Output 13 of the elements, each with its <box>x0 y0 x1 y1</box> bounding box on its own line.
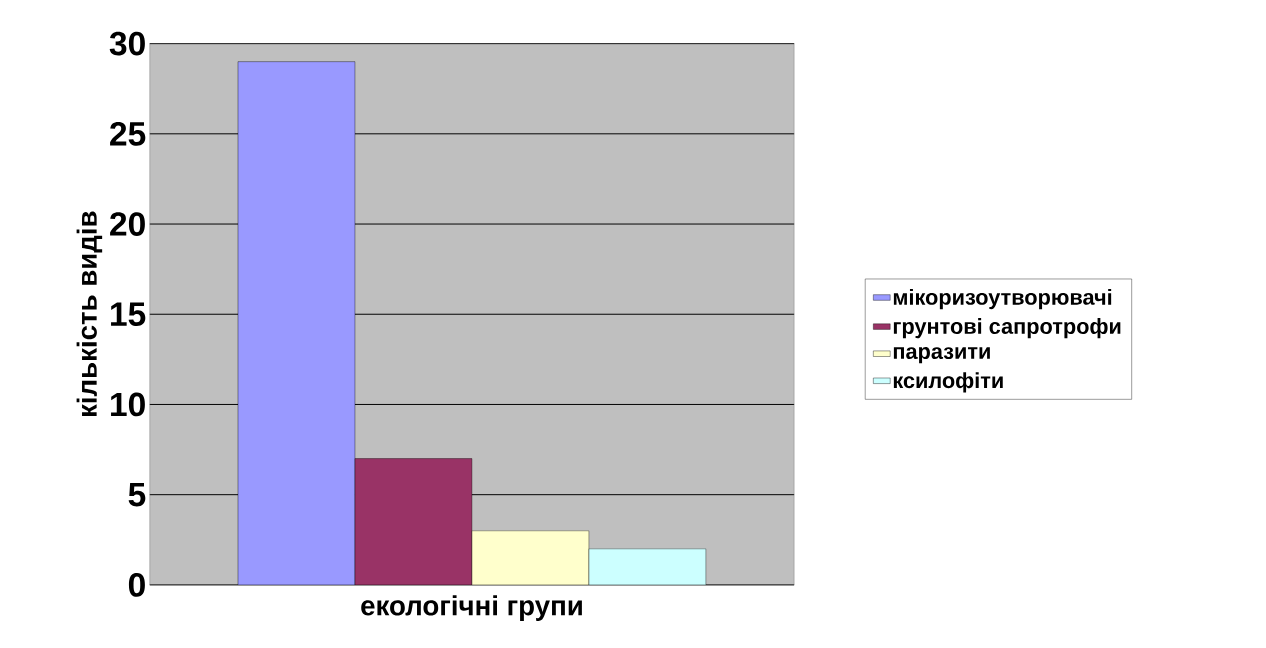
y-tick-label: 30 <box>109 31 145 56</box>
y-tick-label: 5 <box>128 482 146 507</box>
legend-label: грунтові сапротрофи <box>893 317 1121 339</box>
legend-label: паразити <box>893 346 990 364</box>
y-tick-label: 0 <box>128 572 145 597</box>
y-axis-title: кількість видів <box>76 211 103 416</box>
legend-label: мікоризоутворювачі <box>893 288 1112 309</box>
x-axis-title: екологічні групи <box>361 595 582 621</box>
y-tick-label: 20 <box>110 211 145 236</box>
y-tick-label: 15 <box>111 302 146 326</box>
y-tick-label: 25 <box>110 121 146 146</box>
legend-label: ксилофіти <box>893 372 1003 393</box>
y-tick-label: 10 <box>111 392 145 417</box>
